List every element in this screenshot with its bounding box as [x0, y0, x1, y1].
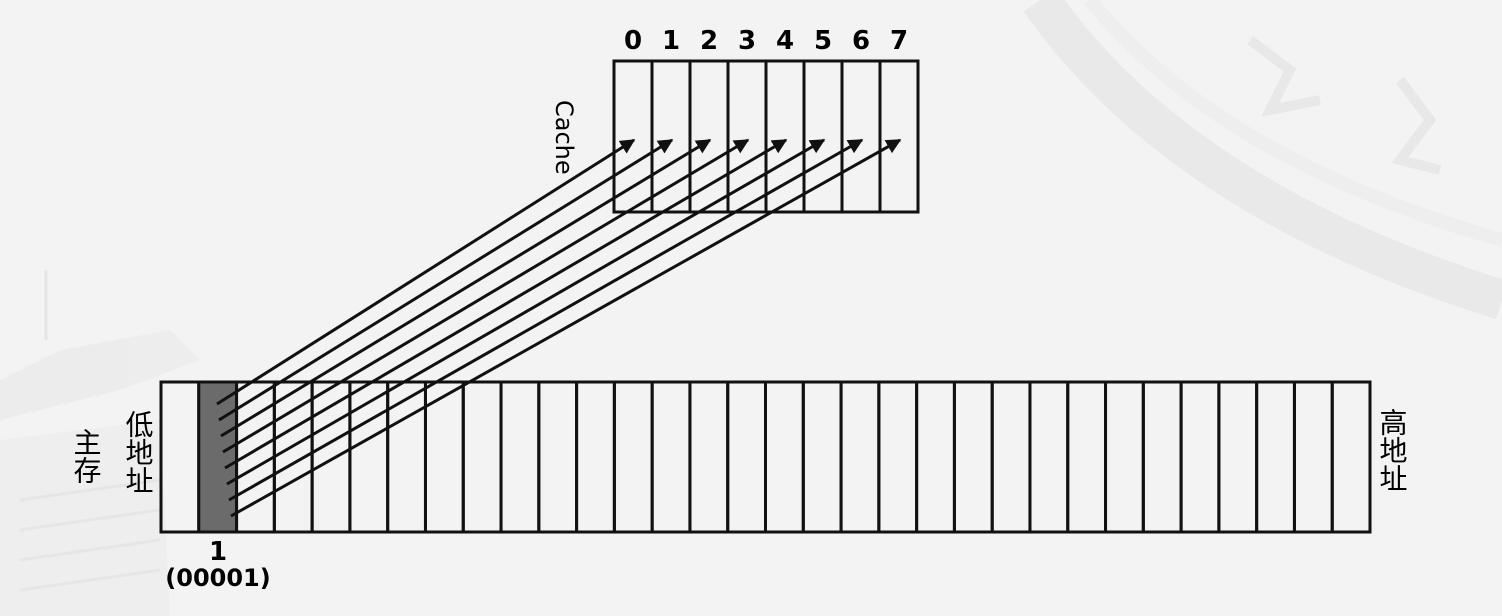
- low-address-label: 低地址: [122, 410, 155, 494]
- memory-block-18: [839, 380, 881, 534]
- cache-slot-label-6: 6: [852, 26, 870, 56]
- cache-slot-3: [726, 59, 768, 214]
- cache-slot-6: [840, 59, 882, 214]
- memory-block-29: [1255, 380, 1296, 534]
- memory-block-12: [612, 380, 654, 534]
- memory-block-14: [688, 380, 730, 534]
- high-address-label: 高地址: [1376, 408, 1409, 492]
- memory-block-17: [801, 380, 843, 534]
- cache-slot-0: [612, 59, 654, 214]
- memory-block-8: [461, 380, 503, 534]
- mapping-arrow-7: [230, 138, 902, 518]
- highlighted-block-binary: (00001): [165, 564, 270, 592]
- memory-block-24: [1066, 380, 1108, 534]
- cache-slot-1: [650, 59, 692, 214]
- mapping-arrow-2: [220, 138, 712, 438]
- memory-block-11: [575, 380, 616, 534]
- cache-slot-label-1: 1: [662, 26, 680, 56]
- cache-block-array: [612, 59, 920, 214]
- memory-block-13: [650, 380, 692, 534]
- cache-slot-label-4: 4: [776, 26, 794, 56]
- mapping-arrow-1: [218, 138, 674, 422]
- main-memory-label: 主存: [70, 428, 103, 484]
- cache-slot-label-3: 3: [738, 26, 756, 56]
- memory-block-20: [915, 380, 956, 534]
- mapping-arrow-6: [228, 138, 864, 502]
- memory-block-19: [877, 380, 919, 534]
- memory-block-25: [1104, 380, 1145, 534]
- memory-block-23: [1028, 380, 1070, 534]
- mapping-arrow-5: [226, 138, 826, 486]
- memory-block-22: [990, 380, 1032, 534]
- cache-slot-label-5: 5: [814, 26, 832, 56]
- memory-block-5: [348, 380, 390, 534]
- cache-slot-label-2: 2: [700, 26, 718, 56]
- cache-slot-2: [688, 59, 730, 214]
- main-memory-block-array: [159, 380, 1372, 534]
- memory-block-10: [537, 380, 579, 534]
- memory-block-27: [1179, 380, 1221, 534]
- highlighted-block-number: 1: [209, 537, 227, 567]
- memory-block-30: [1292, 380, 1334, 534]
- memory-block-21: [952, 380, 994, 534]
- cache-label: Cache: [550, 100, 578, 175]
- cache-slot-label-0: 0: [624, 26, 642, 56]
- cache-slot-7: [878, 59, 920, 214]
- cache-slot-label-7: 7: [890, 26, 908, 56]
- memory-block-31: [1330, 380, 1372, 534]
- mapping-arrow-3: [222, 138, 750, 454]
- memory-block-16: [764, 380, 805, 534]
- memory-block-9: [499, 380, 541, 534]
- mapping-arrows: [216, 138, 902, 518]
- cache-slot-4: [764, 59, 806, 214]
- memory-block-6: [386, 380, 427, 534]
- memory-block-26: [1141, 380, 1183, 534]
- mapping-arrow-0: [216, 138, 636, 406]
- memory-block-0: [159, 380, 201, 534]
- memory-block-28: [1217, 380, 1259, 534]
- mapping-arrow-4: [224, 138, 788, 470]
- memory-block-15: [726, 380, 767, 534]
